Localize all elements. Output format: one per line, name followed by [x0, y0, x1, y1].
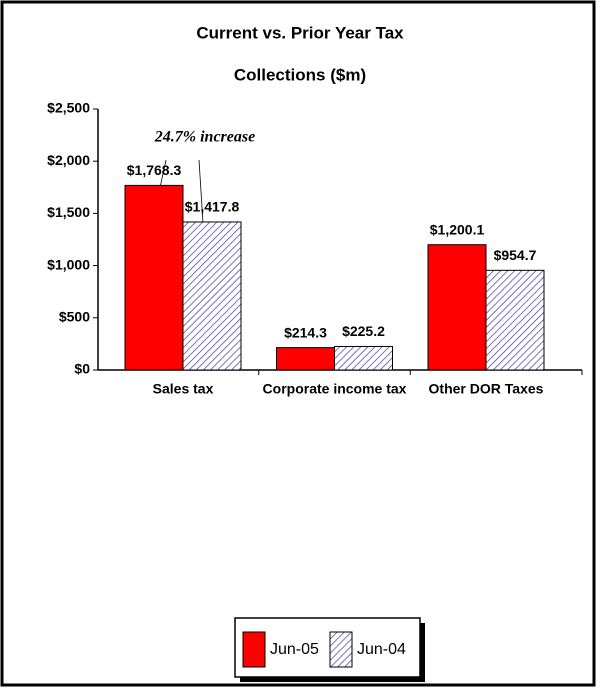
bar	[276, 347, 335, 371]
bar	[124, 184, 184, 371]
y-tick-label: $0	[74, 361, 90, 377]
bar	[334, 345, 393, 371]
x-tick-label: Other DOR Taxes	[429, 381, 544, 397]
x-tick-label: Sales tax	[153, 381, 214, 397]
data-label: $1,200.1	[430, 221, 485, 237]
y-tick-label: $1,000	[47, 256, 90, 272]
legend-swatch	[329, 631, 353, 668]
data-label: $1,417.8	[185, 199, 240, 215]
bar	[485, 269, 545, 371]
legend	[234, 617, 421, 678]
y-tick-label: $1,500	[47, 204, 90, 220]
annotation: 24.7% increase	[154, 129, 255, 146]
legend-text: Jun-05	[270, 641, 319, 658]
data-label: $1,768.3	[127, 162, 182, 178]
y-tick-label: $2,500	[47, 100, 90, 116]
legend-swatch	[242, 631, 266, 668]
data-label: $214.3	[284, 324, 327, 340]
data-label: $954.7	[494, 247, 537, 263]
legend-text: Jun-04	[357, 641, 406, 658]
x-tick-label: Corporate income tax	[263, 381, 407, 397]
bar	[182, 221, 242, 371]
data-label: $225.2	[342, 323, 385, 339]
y-tick-label: $2,000	[47, 152, 90, 168]
chart-title: Collections ($m)	[234, 65, 366, 84]
y-tick-label: $500	[59, 309, 90, 325]
chart-title: Current vs. Prior Year Tax	[196, 23, 404, 42]
bar	[427, 244, 487, 371]
